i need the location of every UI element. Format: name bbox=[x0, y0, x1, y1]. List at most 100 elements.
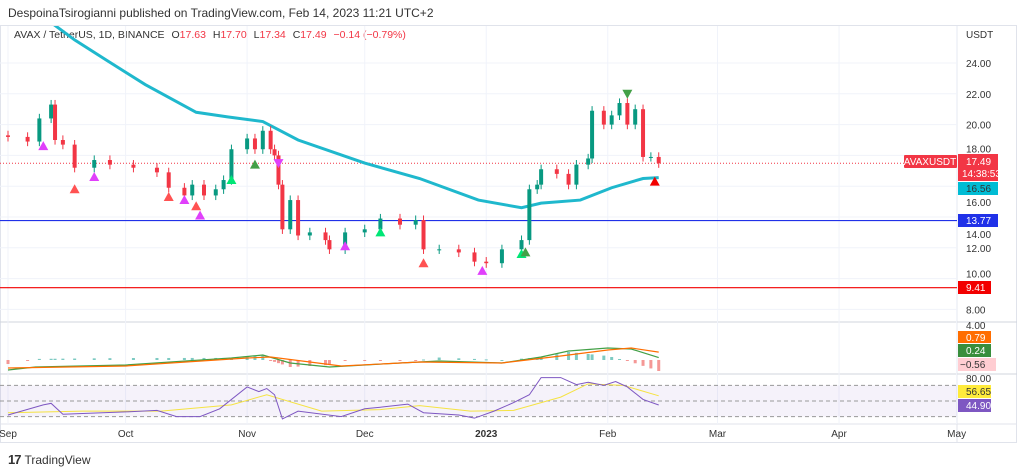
signal-marker-down bbox=[273, 159, 284, 169]
candle-body bbox=[472, 252, 477, 262]
macd-histogram-bar bbox=[398, 360, 402, 361]
candle-body bbox=[307, 232, 312, 236]
time-tick: Apr bbox=[831, 429, 847, 440]
rsi-ma-line bbox=[7, 383, 659, 414]
candle-body bbox=[398, 218, 402, 225]
tradingview-logo-icon: 17 bbox=[8, 452, 22, 467]
candle-body bbox=[6, 135, 10, 137]
signal-marker-up bbox=[163, 191, 174, 201]
macd-histogram-bar bbox=[414, 360, 418, 361]
candle-body bbox=[437, 249, 442, 251]
macd-histogram-bar bbox=[633, 360, 637, 364]
moving-average-line bbox=[53, 26, 659, 210]
macd-histogram-bar bbox=[49, 358, 53, 360]
candle-body bbox=[519, 240, 524, 250]
rsi-line bbox=[7, 377, 659, 420]
macd-histogram-bar bbox=[269, 360, 273, 361]
macd-histogram-bar bbox=[26, 360, 30, 361]
candle-body bbox=[296, 200, 301, 236]
currency-label: USDT bbox=[966, 30, 993, 41]
candle-body bbox=[53, 104, 58, 140]
macd-histogram-bar bbox=[567, 352, 571, 360]
tradingview-logo[interactable]: 17 TradingView bbox=[8, 452, 91, 467]
candle-body bbox=[202, 184, 206, 196]
high-value: 17.70 bbox=[220, 29, 247, 41]
macd-histogram-bar bbox=[574, 352, 578, 360]
hist-tag: −0.56 bbox=[958, 358, 996, 371]
countdown: 14:38:53 bbox=[962, 169, 1001, 180]
macd-histogram-bar bbox=[327, 360, 331, 365]
macd-histogram-bar bbox=[484, 359, 488, 361]
ticker-tag: AVAXUSDT bbox=[904, 155, 957, 168]
publish-info: DespoinaTsirogianni published on Trading… bbox=[8, 6, 434, 20]
signal-marker-up bbox=[249, 159, 260, 169]
signal-marker-up bbox=[418, 258, 429, 268]
candle-body bbox=[378, 218, 383, 230]
candle-body bbox=[535, 184, 540, 190]
signal-marker-up bbox=[477, 265, 488, 275]
macd-histogram-bar bbox=[273, 360, 277, 362]
candle-body bbox=[280, 184, 285, 230]
svg-text:9.41: 9.41 bbox=[966, 283, 986, 294]
price-tick: 10.00 bbox=[966, 270, 991, 281]
low-label: L bbox=[253, 29, 260, 41]
candle-body bbox=[343, 232, 348, 250]
candle-body bbox=[327, 240, 332, 250]
macd-histogram-bar bbox=[280, 360, 284, 365]
macd-histogram-bar bbox=[363, 360, 367, 361]
symbol-name[interactable]: AVAX / TetherUS, 1D, BINANCE bbox=[14, 29, 165, 41]
macd-histogram-bar bbox=[6, 360, 10, 364]
macd-histogram-bar bbox=[343, 360, 347, 361]
candle-body bbox=[413, 220, 418, 225]
macd-histogram-bar bbox=[167, 357, 171, 360]
signal-marker-up bbox=[195, 210, 206, 220]
candle-body bbox=[323, 232, 328, 241]
signal-marker-down bbox=[622, 89, 633, 99]
candle-body bbox=[60, 140, 65, 145]
price-tick: 22.00 bbox=[966, 90, 991, 101]
macd-histogram-bar bbox=[422, 359, 426, 361]
candle-body bbox=[574, 164, 579, 185]
open-label: O bbox=[171, 29, 180, 41]
time-tick: Mar bbox=[709, 429, 727, 440]
svg-text:0.79: 0.79 bbox=[966, 333, 986, 344]
candle-body bbox=[566, 173, 571, 185]
brand-name: TradingView bbox=[24, 452, 91, 467]
red-line-tag: 9.41 bbox=[958, 281, 991, 294]
time-tick: Feb bbox=[599, 429, 617, 440]
candle-body bbox=[590, 110, 595, 159]
macd-histogram-bar bbox=[73, 358, 77, 360]
macd-histogram-bar bbox=[457, 358, 461, 360]
macd-histogram-bar bbox=[618, 359, 622, 360]
svg-text:AVAXUSDT: AVAXUSDT bbox=[904, 157, 956, 168]
candle-body bbox=[25, 136, 30, 142]
price-tick: 24.00 bbox=[966, 59, 991, 70]
macd-histogram-bar bbox=[520, 358, 524, 360]
candle-body bbox=[276, 155, 281, 185]
macd-histogram-bar bbox=[276, 360, 280, 364]
candle-body bbox=[633, 109, 638, 125]
time-tick: Sep bbox=[0, 429, 17, 440]
signal-marker-up bbox=[89, 171, 100, 181]
candle-body bbox=[252, 138, 257, 150]
candle-body bbox=[213, 189, 218, 196]
close-label: C bbox=[292, 29, 301, 41]
candle-body bbox=[268, 130, 273, 150]
rsi-ma-tag: 56.65 bbox=[958, 385, 991, 398]
symbol-legend: AVAX / TetherUS, 1D, BINANCE O17.63 H17.… bbox=[14, 29, 406, 41]
macd-histogram-bar bbox=[472, 358, 476, 360]
candle-body bbox=[288, 200, 293, 230]
time-tick: Dec bbox=[356, 429, 374, 440]
signal-marker-up bbox=[649, 176, 660, 186]
candle-body bbox=[554, 169, 559, 174]
macd-histogram-bar bbox=[657, 360, 661, 371]
svg-text:44.90: 44.90 bbox=[966, 401, 991, 412]
candle-body bbox=[362, 229, 367, 233]
candle-body bbox=[648, 156, 653, 158]
macd-tag: 0.24 bbox=[958, 344, 991, 357]
candle-body bbox=[154, 167, 159, 173]
candle-body bbox=[456, 249, 461, 253]
time-tick: 2023 bbox=[475, 429, 498, 440]
